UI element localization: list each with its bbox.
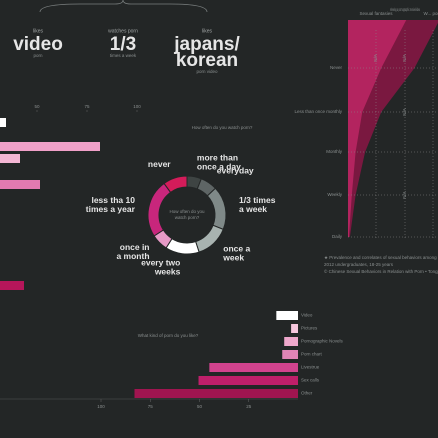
x-tick-label: 75 [84,104,90,109]
bar [0,180,40,189]
highlight-main: 1/3 [110,34,136,55]
segment-label: once in [120,242,150,252]
area [348,20,407,237]
donut-segment [206,187,227,231]
highlight-top: likes [33,28,44,34]
y-tick-label: Weekly [327,192,342,197]
highlight-top: likes [202,28,213,34]
segment-label: less tha 10 [91,195,135,205]
donut-segment [195,224,224,253]
category-label: Pictures [301,326,318,331]
highlight-sub: times a week [110,53,137,58]
highlight-main: korean [176,50,238,71]
segment-label: a week [239,204,267,214]
column-header: Viewing a pornographic movie/video [390,7,420,12]
bar [0,281,24,290]
category-label: Video [301,313,313,318]
bar [284,337,298,346]
column-header: Sexual fantasies [359,11,393,16]
x-tick-label: 50 [34,104,40,109]
bar [291,324,298,333]
bar [276,311,298,320]
segment-label: once a day [197,162,241,172]
bar [282,350,298,359]
chart-title: What kind of porn do you like? [138,333,199,338]
segment-label: times a year [86,204,136,214]
center-label: How often do you [169,209,205,214]
x-tick-label: 25 [246,404,252,409]
column-header: W... por... [423,11,438,16]
bar [0,154,20,163]
highlight-top: watches porn [108,28,138,34]
highlight-main: japans/ [173,34,240,55]
category-label: Pornographic Novels [301,339,344,344]
highlight-main: video [13,34,63,55]
segment-label: week [222,252,244,262]
center-label: watch porn? [175,215,200,220]
bar [198,376,298,385]
highlight-sub: porn [33,53,43,58]
category-label: Sex calls [301,378,320,383]
bar [0,142,100,151]
x-tick-label: 100 [97,404,105,409]
na-label: N/A [402,54,407,62]
na-label: N/A [402,191,407,199]
category-label: Livestrue [301,365,320,370]
chart-title: How often do you watch porn? [192,125,253,130]
footnote: © Chinese Sexual Behaviors in Relation w… [324,268,438,274]
y-tick-label: Never [330,65,343,70]
segment-label: more than [197,153,238,163]
y-tick-label: Monthly [326,149,343,154]
x-tick-label: 50 [197,404,203,409]
segment-label: never [148,159,171,169]
footnote: 2012 undergraduates, 18-25 years [324,262,394,267]
category-label: Porn chart [301,352,323,357]
bracket [39,0,208,13]
segment-label: 1/3 times [239,195,276,205]
y-tick-label: Daily [332,234,343,239]
segment-label: everyday [217,165,254,175]
donut-segment [147,182,172,237]
x-tick-label: 100 [133,104,141,109]
donut-segment [163,175,188,194]
category-label: Other [301,391,313,396]
segment-label: weeks [154,266,181,276]
bar [134,389,298,398]
footnote: ★ Prevalence and correlates of sexual be… [324,255,438,260]
highlight-sub: porn video [196,69,218,74]
segment-label: a month [116,251,149,261]
y-tick-label: Less than once monthly [294,109,342,114]
na-label: N/A [402,108,407,116]
bar [0,118,6,127]
na-label: N/A [373,54,378,62]
segment-label: once a [223,243,250,253]
x-tick-label: 75 [148,404,154,409]
segment-label: every two [141,257,180,267]
bar [209,363,298,372]
